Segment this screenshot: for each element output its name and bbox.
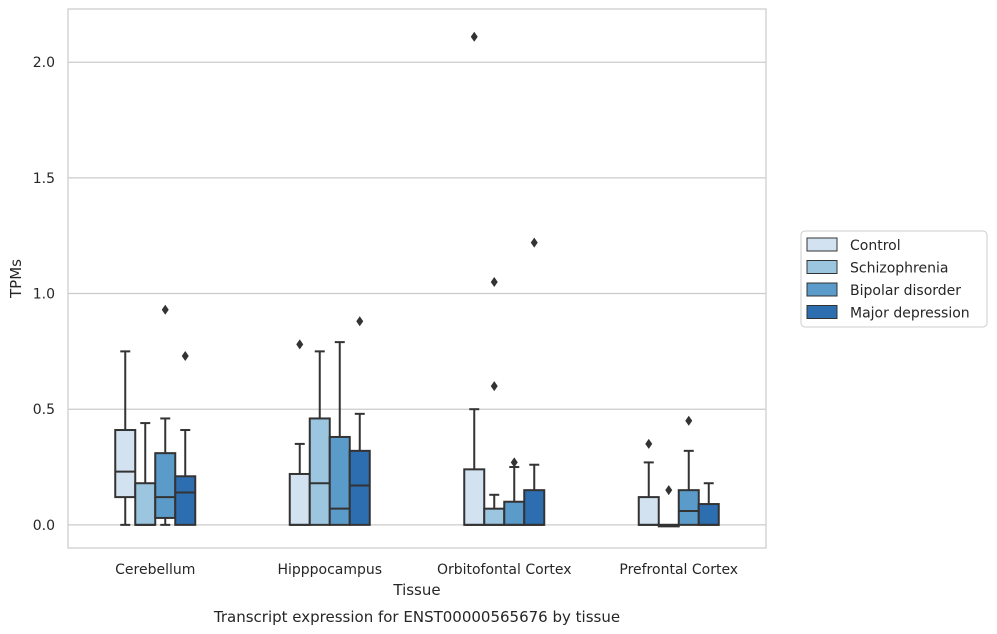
- x-tick-label: Cerebellum: [115, 562, 195, 578]
- x-tick-label: Hipppocampus: [277, 562, 382, 578]
- outlier-point: [510, 457, 518, 468]
- box-iqr: [114, 429, 137, 499]
- box-control: [463, 31, 486, 526]
- box-iqr: [288, 472, 311, 526]
- box-iqr: [503, 500, 526, 526]
- box-iqr: [697, 503, 720, 526]
- outlier-point: [530, 237, 538, 248]
- outlier-point: [685, 415, 693, 426]
- box-bipolar-disorder: [328, 341, 351, 526]
- legend-frame: [800, 230, 988, 328]
- box-iqr: [174, 475, 197, 526]
- box-major-depression: [348, 316, 371, 526]
- outlier-point: [181, 350, 189, 361]
- y-tick-label: 0.0: [33, 518, 55, 534]
- legend-swatch: [806, 260, 838, 274]
- box-control: [288, 339, 311, 526]
- box-schizophrenia: [308, 350, 331, 526]
- legend-swatch: [806, 305, 838, 319]
- y-axis-label: TPMs: [7, 259, 25, 299]
- box-control: [637, 438, 660, 526]
- y-tick-label: 1.5: [33, 171, 55, 187]
- outlier-point: [665, 485, 673, 496]
- x-tick-label: Prefrontal Cortex: [619, 562, 738, 578]
- x-tick-label: Orbitofontal Cortex: [437, 562, 572, 578]
- box-major-depression: [697, 482, 720, 526]
- box-iqr: [483, 507, 506, 526]
- box-iqr: [328, 435, 351, 526]
- outlier-point: [645, 438, 653, 449]
- box-bipolar-disorder: [154, 304, 177, 526]
- outlier-point: [490, 276, 498, 287]
- y-tick-label: 2.0: [33, 55, 55, 71]
- y-tick-labels: 0.0 0.5 1.0 1.5 2.0: [33, 55, 55, 534]
- box-iqr: [308, 417, 331, 526]
- box-schizophrenia: [134, 422, 157, 526]
- box-control: [114, 350, 137, 526]
- x-tick-labels: Cerebellum Hipppocampus Orbitofontal Corte…: [115, 562, 738, 578]
- outlier-point: [356, 316, 364, 327]
- box-iqr: [348, 449, 371, 526]
- box-schizophrenia: [483, 276, 506, 526]
- box-layer: [114, 31, 720, 528]
- box-iqr: [154, 452, 177, 519]
- box-iqr: [523, 489, 546, 526]
- box-bipolar-disorder: [503, 457, 526, 526]
- outlier-point: [470, 31, 478, 42]
- box-major-depression: [523, 237, 546, 526]
- legend-label: Control: [850, 238, 901, 254]
- box-bipolar-disorder: [677, 415, 700, 526]
- plot-frame: [67, 8, 767, 549]
- y-tick-label: 0.5: [33, 402, 55, 418]
- box-iqr: [134, 482, 157, 526]
- legend-swatch: [806, 282, 838, 297]
- legend-label: Schizophrenia: [850, 261, 948, 277]
- box-iqr: [677, 489, 700, 526]
- legend-swatch: [806, 237, 838, 252]
- legend-label: Major depression: [850, 306, 970, 322]
- box-iqr: [637, 496, 660, 526]
- outlier-point: [296, 339, 304, 350]
- outlier-point: [490, 381, 498, 392]
- x-axis-label: Tissue: [392, 581, 440, 599]
- outlier-point: [161, 304, 169, 315]
- box-major-depression: [174, 350, 197, 526]
- legend-label: Bipolar disorder: [850, 283, 961, 299]
- y-tick-label: 1.0: [33, 287, 55, 303]
- box-schizophrenia: [657, 485, 680, 528]
- legend: Control Schizophrenia Bipolar disorder Majo…: [800, 230, 988, 328]
- box-iqr: [463, 468, 486, 526]
- chart-caption: Transcript expression for ENST0000056567…: [213, 608, 620, 626]
